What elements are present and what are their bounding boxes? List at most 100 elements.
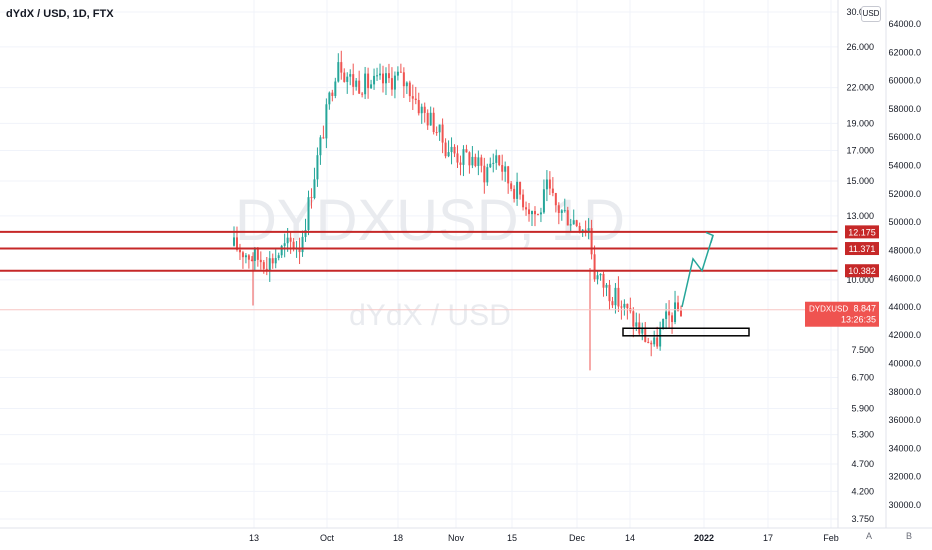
candle-body <box>617 287 620 307</box>
candle-body <box>322 137 325 139</box>
time-tick-label: Nov <box>448 533 465 543</box>
inner-tick-label: 4.700 <box>851 459 874 469</box>
candle-body <box>623 303 626 308</box>
candle-body <box>668 311 671 316</box>
candle-body <box>379 73 382 76</box>
candle-body <box>241 252 244 258</box>
inner-tick-label: 15.000 <box>846 176 874 186</box>
inner-tick-label: 30.000 <box>846 7 874 17</box>
candle-body <box>647 341 650 343</box>
candle-body <box>441 124 444 143</box>
candle-body <box>340 62 343 73</box>
currency-button[interactable]: USD <box>861 6 881 22</box>
candle-body <box>304 229 307 237</box>
outer-tick-label: 62000.0 <box>888 47 921 57</box>
candle-body <box>575 220 578 226</box>
candle-body <box>495 155 498 163</box>
candle-body <box>247 255 250 260</box>
candle-body <box>504 166 507 172</box>
candle-body <box>313 179 316 199</box>
candle-body <box>650 342 653 345</box>
candle-body <box>665 311 668 319</box>
candle-body <box>352 74 355 87</box>
symbol-title[interactable]: dYdX / USD, 1D, FTX <box>6 8 114 20</box>
level-tag-label: 10.382 <box>848 266 876 276</box>
candle-body <box>349 74 352 77</box>
candle-body <box>396 71 399 76</box>
candle-body <box>319 137 322 156</box>
outer-price-axis[interactable]: 30000.0 32000.0 34000.0 36000.0 38000.0 40000… <box>888 19 921 510</box>
time-tick-label: 17 <box>763 533 773 543</box>
candle-body <box>346 76 349 82</box>
outer-tick-label: 52000.0 <box>888 189 921 199</box>
inner-tick-label: 17.000 <box>846 145 874 155</box>
candle-body <box>674 302 677 323</box>
candle-body <box>238 249 241 253</box>
candle-body <box>235 237 238 250</box>
candle-body <box>608 284 611 302</box>
candle-body <box>531 211 533 215</box>
candle-body <box>405 82 408 87</box>
candle-body <box>417 100 420 114</box>
candle-body <box>557 205 560 213</box>
projection-path <box>681 235 714 308</box>
candle-body <box>337 62 340 82</box>
candle-body <box>358 80 361 94</box>
inner-tick-label: 13.000 <box>846 211 874 221</box>
candle-body <box>376 75 379 77</box>
auto-scale-button[interactable]: A <box>866 531 873 541</box>
candle-body <box>656 337 659 347</box>
candle-body <box>533 211 536 215</box>
outer-tick-label: 42000.0 <box>888 330 921 340</box>
candle-body <box>289 237 292 242</box>
candle-body <box>680 310 682 317</box>
outer-tick-label: 54000.0 <box>888 160 921 170</box>
inner-tick-label: 3.750 <box>851 514 874 524</box>
inner-tick-label: 5.300 <box>851 430 874 440</box>
candle-body <box>271 258 274 264</box>
candle-body <box>522 194 525 208</box>
candle-body <box>545 179 548 190</box>
chart-grid <box>0 0 838 528</box>
level-tag <box>845 225 879 239</box>
candle-body <box>411 96 414 99</box>
candle-body <box>483 165 486 183</box>
candle-body <box>641 328 644 334</box>
candle-body <box>662 318 665 329</box>
candle-body <box>519 181 522 195</box>
log-scale-button[interactable]: B <box>906 531 913 541</box>
outer-tick-label: 38000.0 <box>888 387 921 397</box>
candle-body <box>233 237 235 246</box>
time-tick-label: 2022 <box>694 533 714 543</box>
candle-body <box>274 258 277 264</box>
level-lines <box>0 230 838 311</box>
candle-body <box>548 179 551 189</box>
candle-body <box>614 287 617 306</box>
candle-body <box>259 259 262 263</box>
inner-tick-label: 10.000 <box>846 275 874 285</box>
outer-tick-label: 56000.0 <box>888 132 921 142</box>
level-tag-label: 12.175 <box>848 227 876 237</box>
candle-body <box>364 73 367 95</box>
candle-body <box>450 146 453 153</box>
candle-body <box>399 71 402 73</box>
candle-body <box>516 181 519 199</box>
candle-body <box>510 183 513 189</box>
time-axis[interactable]: 13 Oct 18 Nov 15 Dec 14 2022 17 Feb <box>249 533 839 543</box>
candle-body <box>596 275 599 280</box>
outer-tick-label: 64000.0 <box>888 19 921 29</box>
current-price-tag <box>805 301 879 327</box>
candle-body <box>626 303 629 309</box>
candle-body <box>528 209 531 215</box>
candle-body <box>587 228 590 232</box>
candle-body <box>256 249 259 260</box>
candle-body <box>328 92 331 105</box>
candle-body <box>489 163 492 168</box>
candle-body <box>542 189 545 213</box>
candle-body <box>298 248 301 253</box>
inner-price-axis[interactable]: 3.750 4.200 4.700 5.300 5.900 6.700 7.500 10.00… <box>846 7 874 524</box>
candle-body <box>310 197 313 199</box>
candle-body <box>414 98 417 101</box>
candle-body <box>492 162 495 164</box>
